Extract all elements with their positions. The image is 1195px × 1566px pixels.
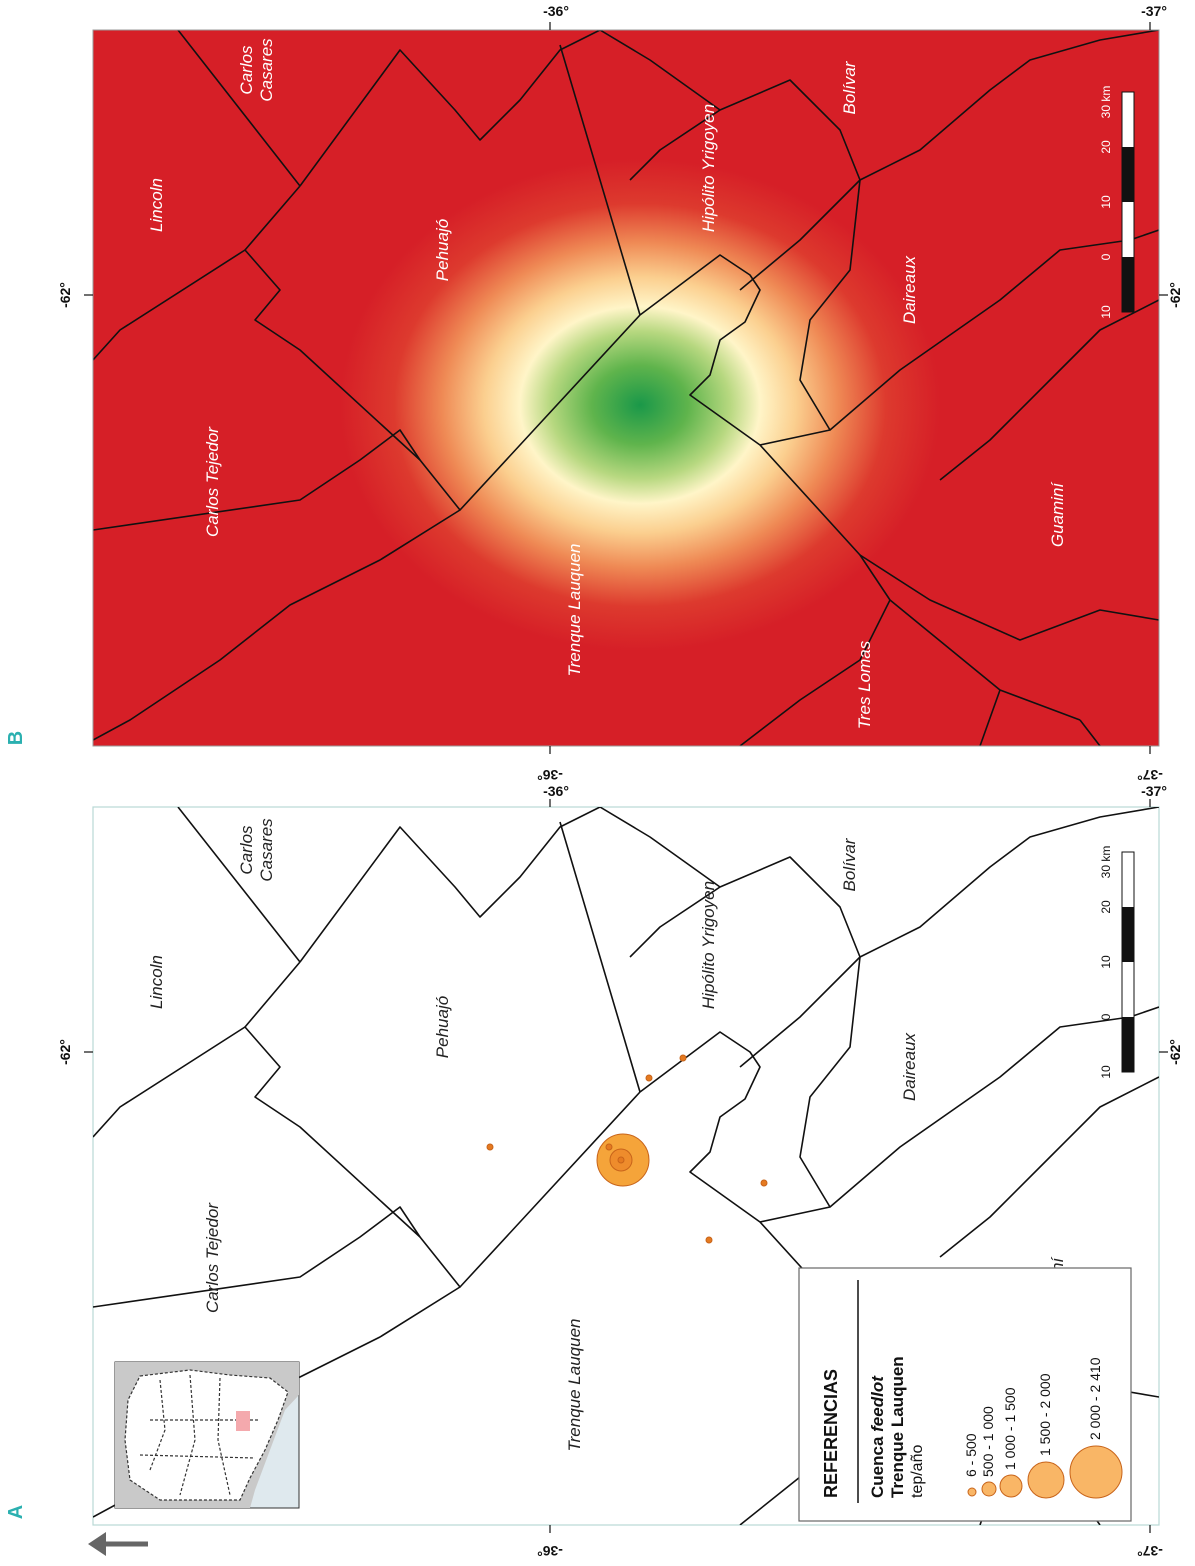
label-carlos-casares-a-1: Carlos bbox=[237, 825, 256, 875]
label-bolivar-b: Bolívar bbox=[840, 60, 859, 114]
feedlot-point-3 bbox=[645, 1074, 653, 1082]
scale-b-tick-3: 10 bbox=[1099, 195, 1113, 209]
feedlot-point-2 bbox=[486, 1143, 494, 1151]
scale-a-tick-4: 20 bbox=[1099, 900, 1113, 914]
label-carlos-casares-b-1: Carlos bbox=[237, 45, 256, 95]
coord-a-bottom-lat37: -37° bbox=[1137, 1543, 1163, 1559]
coord-a-top-lat36: -36° bbox=[543, 783, 569, 799]
heat-surface bbox=[93, 30, 1159, 746]
feedlot-point-small-center bbox=[617, 1156, 625, 1164]
label-trenque-lauquen-a: Trenque Lauquen bbox=[565, 1319, 584, 1452]
label-guamini-b: Guaminí bbox=[1048, 481, 1067, 548]
label-trenque-lauquen-b: Trenque Lauquen bbox=[565, 544, 584, 677]
label-hipolito-yrigoyen-a: Hipólito Yrigoyen bbox=[699, 881, 718, 1009]
legend-subtitle-italic: feedlot bbox=[868, 1375, 887, 1432]
label-carlos-casares-a-2: Casares bbox=[257, 818, 276, 882]
legend-symbol-5 bbox=[1069, 1445, 1123, 1499]
feedlot-point-5 bbox=[760, 1179, 768, 1187]
coord-a-right-lon: -62° bbox=[1167, 1039, 1183, 1065]
coord-a-top-lat37: -37° bbox=[1141, 783, 1167, 799]
label-bolivar-a: Bolívar bbox=[840, 837, 859, 891]
legend-class-1: 6 - 500 bbox=[963, 1433, 979, 1477]
coord-b-left-lon: -62° bbox=[57, 282, 73, 308]
legend-subtitle-2: Trenque Lauquen bbox=[888, 1356, 907, 1498]
legend-subtitle: Cuenca feedlot bbox=[868, 1375, 887, 1498]
north-arrow-icon bbox=[88, 1532, 148, 1556]
scale-a-tick-3: 10 bbox=[1099, 955, 1113, 969]
inset-locator-map bbox=[114, 1361, 300, 1509]
label-carlos-tejedor-a: Carlos Tejedor bbox=[203, 1202, 222, 1313]
feedlot-point-4 bbox=[679, 1054, 687, 1062]
coord-b-right-lon: -62° bbox=[1167, 282, 1183, 308]
legend-symbol-2 bbox=[981, 1481, 997, 1497]
label-pehuajo-b: Pehuajó bbox=[433, 219, 452, 281]
legend-class-5: 2 000 - 2 410 bbox=[1087, 1357, 1103, 1440]
feedlot-point-1 bbox=[605, 1143, 613, 1151]
panel-label-b: B bbox=[5, 731, 27, 745]
legend-symbol-3 bbox=[999, 1474, 1023, 1498]
coord-ticks-b bbox=[84, 22, 1168, 754]
label-pehuajo-a: Pehuajó bbox=[433, 996, 452, 1058]
coord-a-left-lon: -62° bbox=[57, 1039, 73, 1065]
legend-class-3: 1 000 - 1 500 bbox=[1002, 1387, 1018, 1470]
scale-b-tick-4: 20 bbox=[1099, 140, 1113, 154]
legend-unit: tep/año bbox=[909, 1445, 926, 1498]
coord-a-bottom-lat36: -36° bbox=[537, 1543, 563, 1559]
legend-symbol-4 bbox=[1027, 1461, 1065, 1499]
legend-class-2: 500 - 1 000 bbox=[980, 1406, 996, 1477]
scale-b-tick-2: 0 bbox=[1099, 253, 1113, 260]
label-tres-lomas-b: Tres Lomas bbox=[855, 640, 874, 729]
coord-ticks-a bbox=[84, 799, 1168, 1533]
legend: REFERENCIAS Cuenca feedlot Trenque Lauqu… bbox=[798, 1267, 1132, 1522]
coord-b-top-lat37: -37° bbox=[1141, 3, 1167, 19]
district-boundaries-b bbox=[93, 30, 1159, 746]
label-daireaux-a: Daireaux bbox=[900, 1032, 919, 1101]
scale-a-tick-2: 0 bbox=[1099, 1013, 1113, 1020]
label-lincoln-a: Lincoln bbox=[147, 955, 166, 1009]
scale-b-tick-1: 10 bbox=[1099, 305, 1113, 319]
coord-b-bottom-lat37: -37° bbox=[1137, 767, 1163, 783]
scale-b-tick-5: 30 km bbox=[1099, 86, 1113, 119]
label-carlos-casares-b-2: Casares bbox=[257, 38, 276, 102]
label-hipolito-yrigoyen-b: Hipólito Yrigoyen bbox=[699, 104, 718, 232]
legend-symbol-1 bbox=[967, 1487, 977, 1497]
label-daireaux-b: Daireaux bbox=[900, 255, 919, 324]
scale-a-tick-1: 10 bbox=[1099, 1065, 1113, 1079]
feedlot-points bbox=[486, 1054, 768, 1244]
label-carlos-tejedor-b: Carlos Tejedor bbox=[203, 426, 222, 537]
feedlot-point-6 bbox=[705, 1236, 713, 1244]
label-lincoln-b: Lincoln bbox=[147, 178, 166, 232]
scale-a-tick-5: 30 km bbox=[1099, 846, 1113, 879]
coord-b-bottom-lat36: -36° bbox=[537, 767, 563, 783]
inset-study-area bbox=[236, 1411, 250, 1431]
scale-bar-a: 10 0 10 20 30 km bbox=[1099, 846, 1135, 1079]
legend-class-4: 1 500 - 2 000 bbox=[1037, 1373, 1053, 1456]
scale-bar-b: 10 0 10 20 30 km bbox=[1099, 86, 1135, 319]
coord-b-top-lat36: -36° bbox=[543, 3, 569, 19]
panel-label-a: A bbox=[5, 1505, 27, 1519]
legend-title: REFERENCIAS bbox=[821, 1369, 841, 1498]
